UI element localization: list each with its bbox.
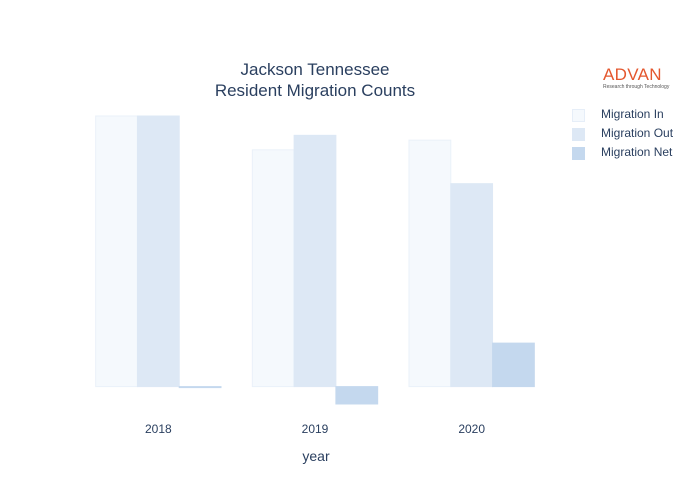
- advan-logo: ADVAN Research through Technology: [603, 65, 670, 91]
- legend-label-migration-out: Migration Out: [601, 126, 674, 140]
- bar-migration-out-2019[interactable]: [293, 134, 337, 388]
- legend-swatch-migration-out: [572, 128, 585, 141]
- logo-tagline: Research through Technology: [603, 84, 670, 90]
- legend-swatch-migration-in: [572, 109, 585, 122]
- chart-title-line-1: Jackson Tennessee: [240, 60, 390, 79]
- bar-migration-in-2018[interactable]: [95, 115, 138, 388]
- legend-swatch-migration-net: [572, 147, 585, 160]
- bar-migration-out-2020[interactable]: [450, 183, 494, 388]
- chart-title-line-2: Resident Migration Counts: [214, 81, 416, 100]
- bar-migration-net-2019[interactable]: [335, 386, 379, 405]
- bar-migration-net-2020[interactable]: [492, 342, 535, 388]
- x-axis-label: year: [302, 448, 330, 464]
- logo-name: ADVAN: [603, 65, 662, 84]
- bar-migration-out-2018[interactable]: [136, 115, 180, 388]
- bar-migration-in-2020[interactable]: [408, 139, 452, 388]
- bar-migration-in-2019[interactable]: [251, 149, 295, 388]
- legend-label-migration-in: Migration In: [601, 107, 664, 121]
- x-tick-label-2018: 2018: [145, 422, 172, 436]
- legend-label-migration-net: Migration Net: [601, 145, 673, 159]
- bar-migration-net-2018[interactable]: [178, 386, 222, 389]
- x-tick-label-2020: 2020: [458, 422, 485, 436]
- x-tick-label-2019: 2019: [302, 422, 329, 436]
